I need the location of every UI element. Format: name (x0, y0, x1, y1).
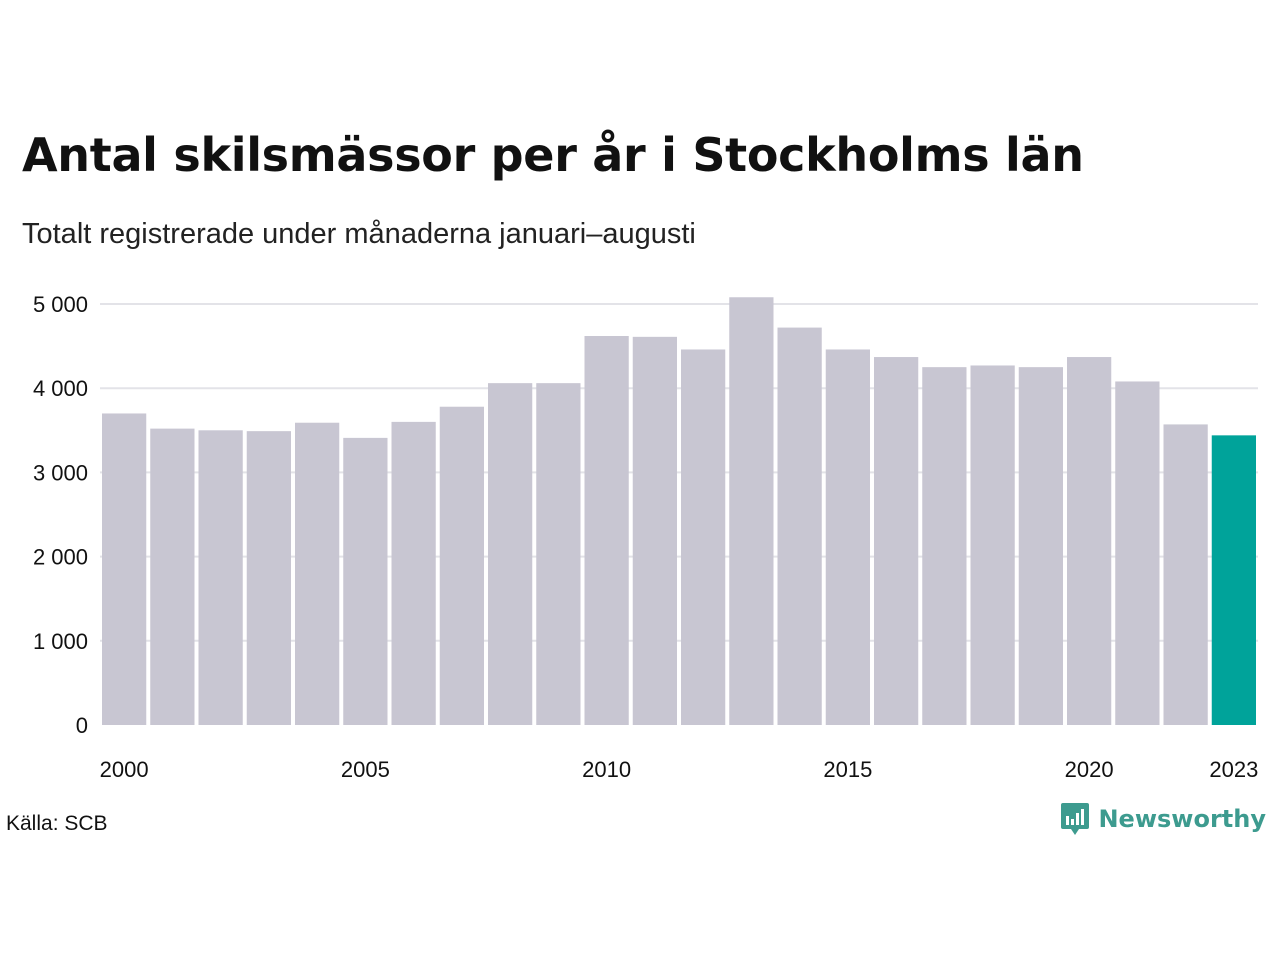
bar-2008 (488, 383, 533, 725)
y-axis-ticks: 0 1 000 2 000 3 000 4 000 5 000 (33, 292, 88, 738)
bar-2001 (150, 428, 195, 725)
bar-2007 (439, 406, 484, 725)
source-note: Källa: SCB (6, 812, 108, 835)
bar-2003 (246, 431, 291, 725)
x-tick-label: 2015 (823, 757, 872, 782)
bars (102, 297, 1256, 725)
bar-2006 (391, 421, 436, 725)
y-tick-label: 1 000 (33, 629, 88, 654)
bar-2005 (343, 437, 388, 725)
bar-2015 (825, 349, 870, 725)
bar-2019 (1018, 367, 1063, 725)
newsworthy-logo-icon (1061, 803, 1090, 835)
bar-2004 (295, 422, 340, 725)
y-tick-label: 3 000 (33, 460, 88, 485)
y-tick-label: 2 000 (33, 545, 88, 570)
bar-2022 (1163, 424, 1208, 725)
x-tick-label: 2000 (100, 757, 149, 782)
newsworthy-logo: Newsworthy (1060, 802, 1266, 836)
bar-2016 (874, 357, 919, 725)
x-axis-ticks: 2000 2005 2010 2015 2020 2023 (100, 757, 1259, 782)
x-tick-label: 2010 (582, 757, 631, 782)
bar-2014 (777, 327, 822, 725)
newsworthy-logo-text: Newsworthy (1098, 805, 1266, 833)
x-tick-label: 2005 (341, 757, 390, 782)
y-tick-label: 5 000 (33, 292, 88, 317)
bar-2010 (584, 336, 629, 725)
bar-2002 (198, 430, 243, 725)
chart-title: Antal skilsmässor per år i Stockholms lä… (22, 128, 1084, 182)
bar-2000 (102, 413, 147, 725)
bar-2023 (1211, 435, 1256, 725)
x-tick-label: 2020 (1065, 757, 1114, 782)
grid-lines (100, 303, 1258, 642)
x-tick-label: 2023 (1209, 757, 1258, 782)
bar-2013 (729, 297, 774, 725)
bar-2012 (681, 349, 726, 725)
bar-2020 (1067, 357, 1112, 725)
bar-2017 (922, 367, 967, 725)
bar-2009 (536, 383, 581, 725)
chart-subtitle: Totalt registrerade under månaderna janu… (22, 218, 696, 250)
bar-2011 (632, 336, 677, 725)
y-tick-label: 4 000 (33, 376, 88, 401)
bar-2021 (1115, 381, 1160, 725)
y-tick-label: 0 (76, 713, 88, 738)
bar-2018 (970, 365, 1015, 725)
